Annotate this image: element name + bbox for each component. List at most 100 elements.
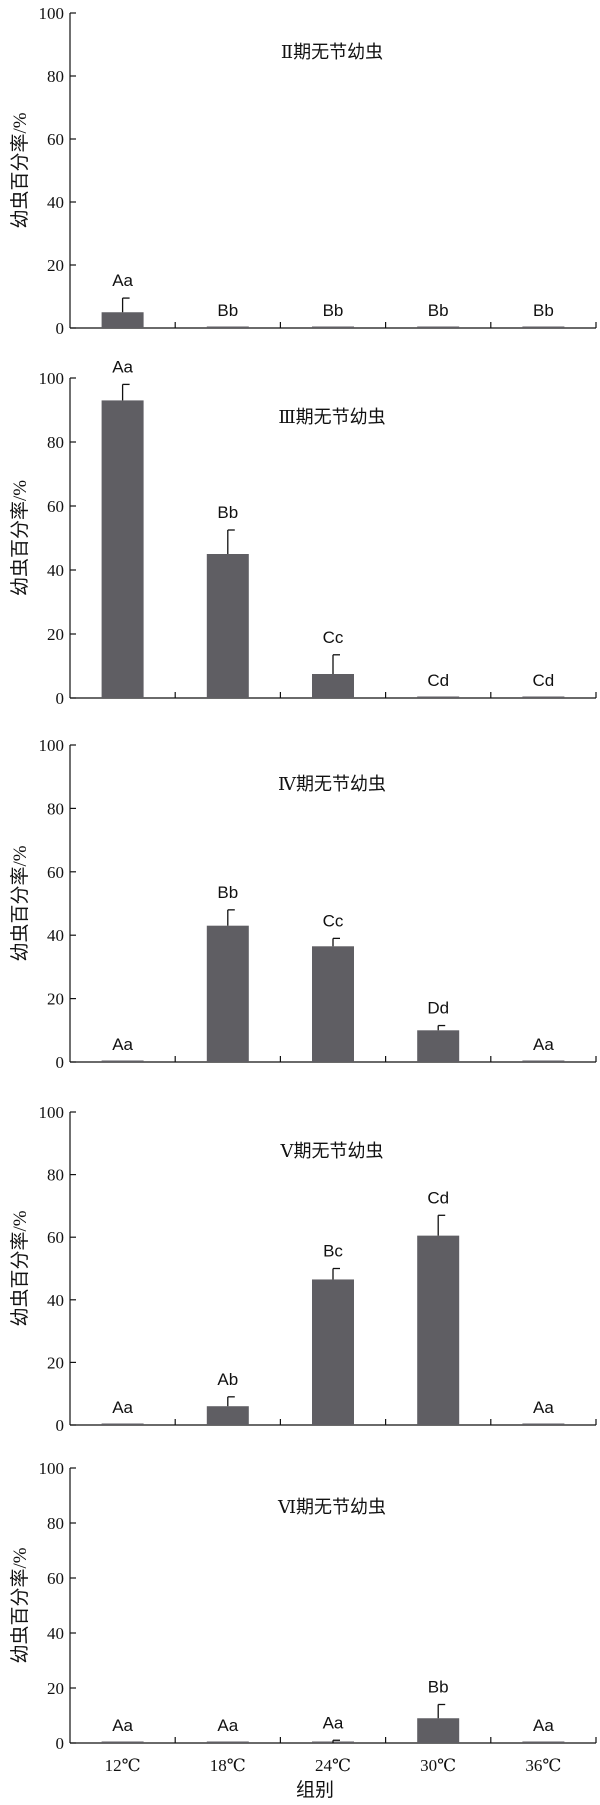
significance-label: Aa	[217, 1716, 238, 1735]
y-tick-label: 0	[56, 689, 65, 708]
bar	[417, 1030, 460, 1062]
chart-title: Ⅳ期无节幼虫	[278, 774, 386, 794]
y-axis-label: 幼虫百分率/%	[9, 112, 31, 228]
chart-panel: 0 20 40 60 80 100 幼虫百分率/% Ⅴ期无节幼虫 Aa Ab Bc Cd Aa	[9, 1103, 597, 1435]
bar	[101, 1423, 144, 1425]
y-tick-label: 100	[39, 1103, 65, 1122]
bar	[312, 326, 354, 328]
x-tick-label: 24℃	[315, 1756, 351, 1775]
significance-label: Aa	[112, 1716, 133, 1735]
significance-label: Bc	[323, 1242, 343, 1261]
y-tick-label: 100	[39, 1459, 65, 1478]
y-tick-label: 40	[47, 1624, 64, 1643]
bar	[312, 946, 354, 1062]
chart-title: Ⅱ期无节幼虫	[281, 42, 383, 62]
y-tick-label: 40	[47, 926, 64, 945]
y-tick-label: 20	[47, 256, 64, 275]
significance-label: Bb	[428, 1678, 449, 1697]
y-tick-label: 40	[47, 1291, 64, 1310]
significance-label: Aa	[533, 1716, 554, 1735]
bar	[417, 1235, 460, 1425]
significance-label: Aa	[533, 1398, 554, 1417]
significance-label: Cc	[323, 628, 344, 647]
bar	[206, 554, 249, 698]
chart-title: Ⅵ期无节幼虫	[277, 1497, 386, 1517]
significance-label: Bb	[217, 503, 238, 522]
bar	[417, 1718, 460, 1743]
y-tick-label: 100	[39, 736, 65, 755]
significance-label: Aa	[323, 1713, 344, 1732]
bar	[417, 326, 460, 328]
bar	[101, 1741, 144, 1743]
y-tick-label: 20	[47, 625, 64, 644]
y-tick-label: 40	[47, 561, 64, 580]
y-tick-label: 20	[47, 990, 64, 1009]
bar	[101, 1060, 144, 1062]
y-tick-label: 60	[47, 1228, 64, 1247]
significance-label: Ab	[217, 1370, 238, 1389]
significance-label: Aa	[533, 1035, 554, 1054]
significance-label: Bb	[428, 301, 449, 320]
significance-label: Aa	[112, 1035, 133, 1054]
chart-panel: 0 20 40 60 80 100 幼虫百分率/% Ⅳ期无节幼虫 Aa Bb Cc Dd Aa	[9, 736, 597, 1072]
y-tick-label: 80	[47, 799, 64, 818]
y-axis-label: 幼虫百分率/%	[9, 1547, 31, 1663]
y-axis-label: 幼虫百分率/%	[9, 845, 31, 961]
chart-title: Ⅴ期无节幼虫	[280, 1141, 384, 1161]
y-tick-label: 20	[47, 1679, 64, 1698]
significance-label: Cc	[323, 911, 344, 930]
bar	[522, 1423, 565, 1425]
significance-label: Bb	[217, 883, 238, 902]
significance-label: Dd	[427, 999, 449, 1018]
y-tick-label: 80	[47, 1166, 64, 1185]
bar	[522, 1741, 565, 1743]
bar	[101, 312, 144, 328]
y-tick-label: 0	[56, 1053, 65, 1072]
significance-label: Bb	[217, 301, 238, 320]
chart-panel: 0 20 40 60 80 100 幼虫百分率/% Ⅱ期无节幼虫 Aa Bb Bb Bb Bb	[9, 4, 597, 338]
significance-label: Bb	[533, 301, 554, 320]
bar	[206, 1406, 249, 1425]
bar	[522, 1060, 565, 1062]
significance-label: Aa	[112, 1398, 133, 1417]
y-tick-label: 60	[47, 863, 64, 882]
y-tick-label: 60	[47, 130, 64, 149]
x-tick-label: 36℃	[525, 1756, 561, 1775]
bar	[522, 696, 565, 698]
y-tick-label: 40	[47, 193, 64, 212]
x-axis-label: 组别	[296, 1779, 334, 1801]
y-tick-label: 80	[47, 67, 64, 86]
bar	[522, 326, 565, 328]
y-tick-label: 0	[56, 319, 65, 338]
y-tick-label: 60	[47, 497, 64, 516]
significance-label: Aa	[112, 357, 133, 376]
bar	[206, 925, 249, 1062]
significance-label: Cd	[427, 1188, 449, 1207]
chart-title: Ⅲ期无节幼虫	[278, 407, 385, 427]
significance-label: Bb	[323, 301, 344, 320]
bar	[312, 674, 354, 698]
bar	[417, 696, 460, 698]
chart-panel: 0 20 40 60 80 100 幼虫百分率/% Ⅵ期无节幼虫 Aa Aa Aa Bb Aa 12℃ 18…	[9, 1459, 597, 1775]
x-tick-label: 18℃	[210, 1756, 246, 1775]
significance-label: Aa	[112, 271, 133, 290]
x-tick-label: 30℃	[420, 1756, 456, 1775]
y-axis-label: 幼虫百分率/%	[9, 1210, 31, 1326]
chart-panel: 0 20 40 60 80 100 幼虫百分率/% Ⅲ期无节幼虫 Aa Bb Cc Cd Cd	[9, 357, 597, 708]
bar	[206, 326, 249, 328]
x-tick-label: 12℃	[105, 1756, 141, 1775]
bar	[101, 400, 144, 698]
y-tick-label: 100	[39, 369, 65, 388]
y-tick-label: 20	[47, 1353, 64, 1372]
significance-label: Cd	[533, 671, 555, 690]
y-tick-label: 0	[56, 1416, 65, 1435]
y-tick-label: 0	[56, 1734, 65, 1753]
bar	[312, 1279, 354, 1425]
y-tick-label: 60	[47, 1569, 64, 1588]
y-tick-label: 80	[47, 433, 64, 452]
y-tick-label: 80	[47, 1514, 64, 1533]
y-tick-label: 100	[39, 4, 65, 23]
bar	[206, 1741, 249, 1743]
significance-label: Cd	[427, 671, 449, 690]
